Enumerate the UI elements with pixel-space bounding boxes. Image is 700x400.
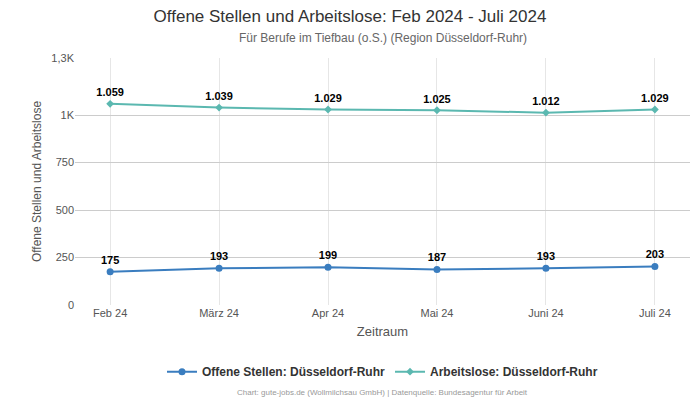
svg-text:193: 193: [537, 250, 555, 262]
svg-text:199: 199: [319, 249, 337, 261]
svg-text:Apr 24: Apr 24: [312, 307, 344, 319]
svg-text:Juli 24: Juli 24: [639, 307, 671, 319]
svg-text:Arbeitslose: Düsseldorf-Ruhr: Arbeitslose: Düsseldorf-Ruhr: [430, 365, 598, 379]
svg-text:Offene Stellen: Düsseldorf-Ruh: Offene Stellen: Düsseldorf-Ruhr: [202, 365, 385, 379]
svg-text:1.025: 1.025: [423, 93, 451, 105]
svg-text:1.012: 1.012: [532, 95, 560, 107]
svg-text:1K: 1K: [61, 109, 75, 121]
svg-text:Juni 24: Juni 24: [528, 307, 563, 319]
svg-text:Mai 24: Mai 24: [420, 307, 453, 319]
svg-text:250: 250: [56, 251, 74, 263]
svg-text:175: 175: [101, 254, 119, 266]
svg-text:500: 500: [56, 204, 74, 216]
svg-text:1.029: 1.029: [641, 92, 669, 104]
svg-text:750: 750: [56, 156, 74, 168]
svg-text:Offene Stellen und Arbeitslose: Offene Stellen und Arbeitslose: [30, 101, 44, 263]
svg-text:Chart: gute-jobs.de (Wollmilch: Chart: gute-jobs.de (Wollmilchsau GmbH) …: [237, 388, 528, 397]
svg-text:187: 187: [428, 251, 446, 263]
svg-text:März 24: März 24: [199, 307, 239, 319]
svg-text:203: 203: [646, 248, 664, 260]
svg-text:Für Berufe im Tiefbau (o.S.) (: Für Berufe im Tiefbau (o.S.) (Region Düs…: [239, 31, 527, 45]
svg-text:193: 193: [210, 250, 228, 262]
svg-text:Offene Stellen und Arbeitslose: Offene Stellen und Arbeitslose: Feb 2024…: [154, 7, 547, 26]
svg-text:1,3K: 1,3K: [51, 52, 74, 64]
svg-text:Feb 24: Feb 24: [93, 307, 127, 319]
svg-text:0: 0: [68, 299, 74, 311]
svg-text:1.059: 1.059: [96, 86, 124, 98]
svg-text:1.039: 1.039: [205, 90, 233, 102]
svg-text:Zeitraum: Zeitraum: [357, 324, 408, 339]
svg-text:1.029: 1.029: [314, 92, 342, 104]
